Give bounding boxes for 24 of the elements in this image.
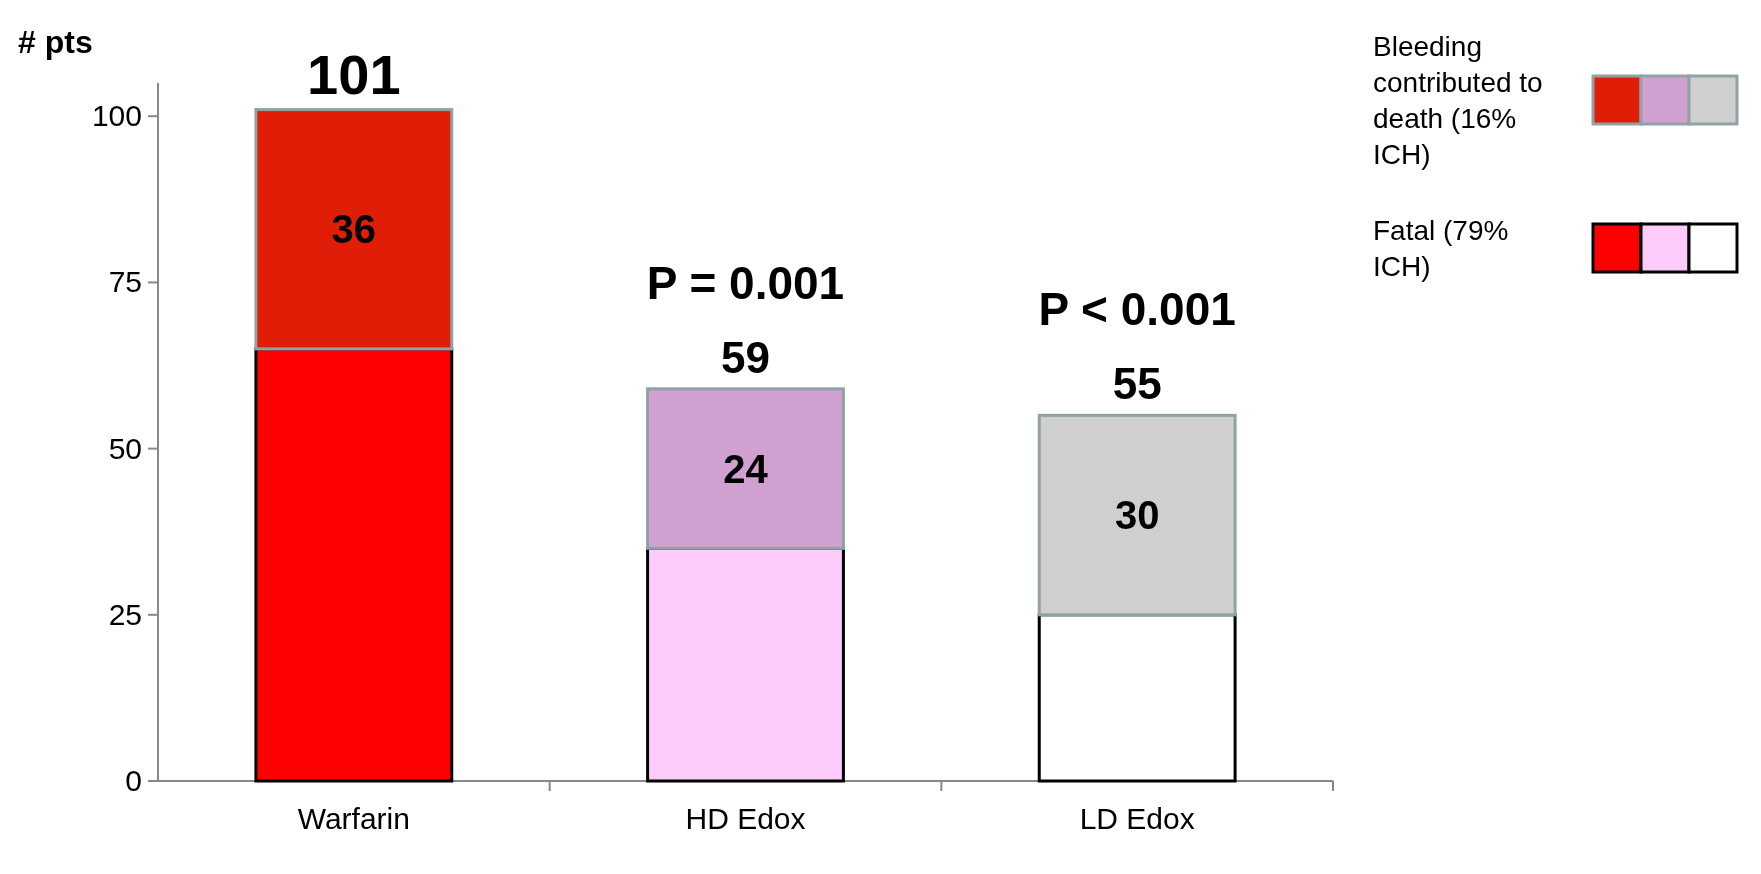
y-tick-label: 75 (108, 265, 142, 299)
y-tick-label: 50 (108, 431, 142, 465)
y-tick-label: 100 (91, 99, 142, 133)
data-label: 24 (723, 446, 769, 491)
bar (1037, 613, 1237, 783)
total-label: 59 (721, 332, 770, 382)
x-tick-label: HD Edox (685, 802, 806, 835)
bar (646, 387, 845, 550)
x-tick-label: Warfarin (297, 802, 410, 835)
bar (1037, 413, 1237, 617)
x-tick-label: LD Edox (1079, 802, 1195, 835)
y-axis-title: # pts (18, 24, 93, 60)
total-label: 101 (307, 42, 401, 106)
annotation: P = 0.001 (646, 256, 845, 309)
total-label: 55 (1112, 359, 1162, 409)
y-tick-label: 0 (125, 764, 142, 797)
bar (254, 108, 454, 351)
text: Fatal (79% ICH) (1373, 215, 1509, 282)
annotation: P < 0.001 (1038, 283, 1236, 336)
bar (254, 347, 454, 783)
legend-label: Bleeding contributed to death (16% ICH) (1373, 31, 1543, 170)
data-label: 30 (1114, 493, 1160, 538)
y-tick-label: 25 (108, 597, 142, 631)
data-label: 36 (331, 207, 377, 252)
